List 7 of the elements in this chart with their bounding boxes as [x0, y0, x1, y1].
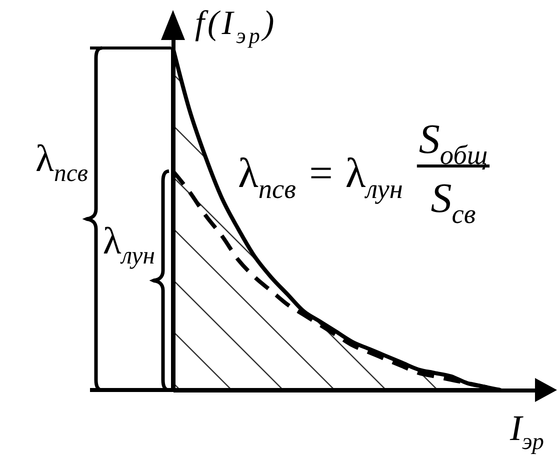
annotation: λ$_{псв}$ = λ$_{лун}$ — [238, 151, 403, 204]
y-axis-title: f(I$_{эр}$) — [195, 5, 278, 48]
annotation: S$_{общ}$ — [418, 117, 488, 170]
x-axis-title: I$_{эр}$ — [508, 408, 544, 456]
annotation: S$_{св}$ — [430, 176, 476, 229]
text: λ$_{лун}$ — [102, 220, 155, 270]
text: λ$_{псв}$ — [36, 138, 88, 187]
